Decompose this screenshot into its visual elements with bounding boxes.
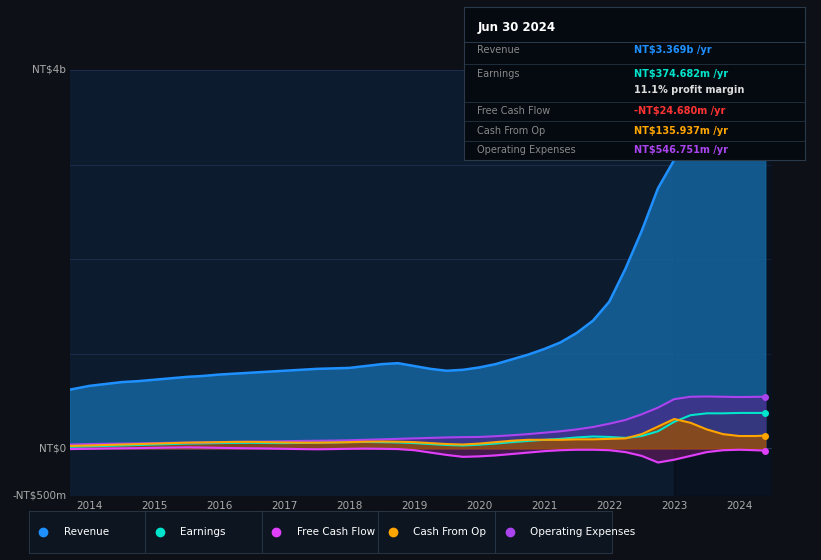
- Text: 2017: 2017: [271, 501, 297, 511]
- Text: 2015: 2015: [141, 501, 167, 511]
- Text: NT$135.937m /yr: NT$135.937m /yr: [635, 125, 728, 136]
- Text: 2016: 2016: [206, 501, 232, 511]
- Text: NT$546.751m /yr: NT$546.751m /yr: [635, 146, 728, 156]
- Text: NT$3.369b /yr: NT$3.369b /yr: [635, 45, 712, 55]
- Text: 2023: 2023: [661, 501, 687, 511]
- Text: -NT$500m: -NT$500m: [12, 491, 67, 501]
- Text: NT$0: NT$0: [39, 444, 67, 453]
- Text: Cash From Op: Cash From Op: [478, 125, 546, 136]
- Bar: [674, 70, 772, 496]
- Text: Revenue: Revenue: [64, 528, 109, 537]
- Text: Operating Expenses: Operating Expenses: [530, 528, 635, 537]
- Text: Free Cash Flow: Free Cash Flow: [297, 528, 375, 537]
- Text: Cash From Op: Cash From Op: [414, 528, 487, 537]
- Text: 2014: 2014: [76, 501, 103, 511]
- Text: Earnings: Earnings: [181, 528, 226, 537]
- Text: 2022: 2022: [596, 501, 622, 511]
- Text: Operating Expenses: Operating Expenses: [478, 146, 576, 156]
- Text: 11.1% profit margin: 11.1% profit margin: [635, 85, 745, 95]
- Text: 2024: 2024: [726, 501, 752, 511]
- Text: 2018: 2018: [336, 501, 362, 511]
- Text: -NT$24.680m /yr: -NT$24.680m /yr: [635, 106, 726, 116]
- Text: NT$374.682m /yr: NT$374.682m /yr: [635, 69, 728, 80]
- Text: 2020: 2020: [466, 501, 493, 511]
- Text: Earnings: Earnings: [478, 69, 520, 80]
- Text: Revenue: Revenue: [478, 45, 521, 55]
- Text: 2019: 2019: [401, 501, 428, 511]
- Text: 2021: 2021: [531, 501, 557, 511]
- Text: Jun 30 2024: Jun 30 2024: [478, 21, 556, 34]
- Text: NT$4b: NT$4b: [32, 65, 67, 75]
- Text: Free Cash Flow: Free Cash Flow: [478, 106, 551, 116]
